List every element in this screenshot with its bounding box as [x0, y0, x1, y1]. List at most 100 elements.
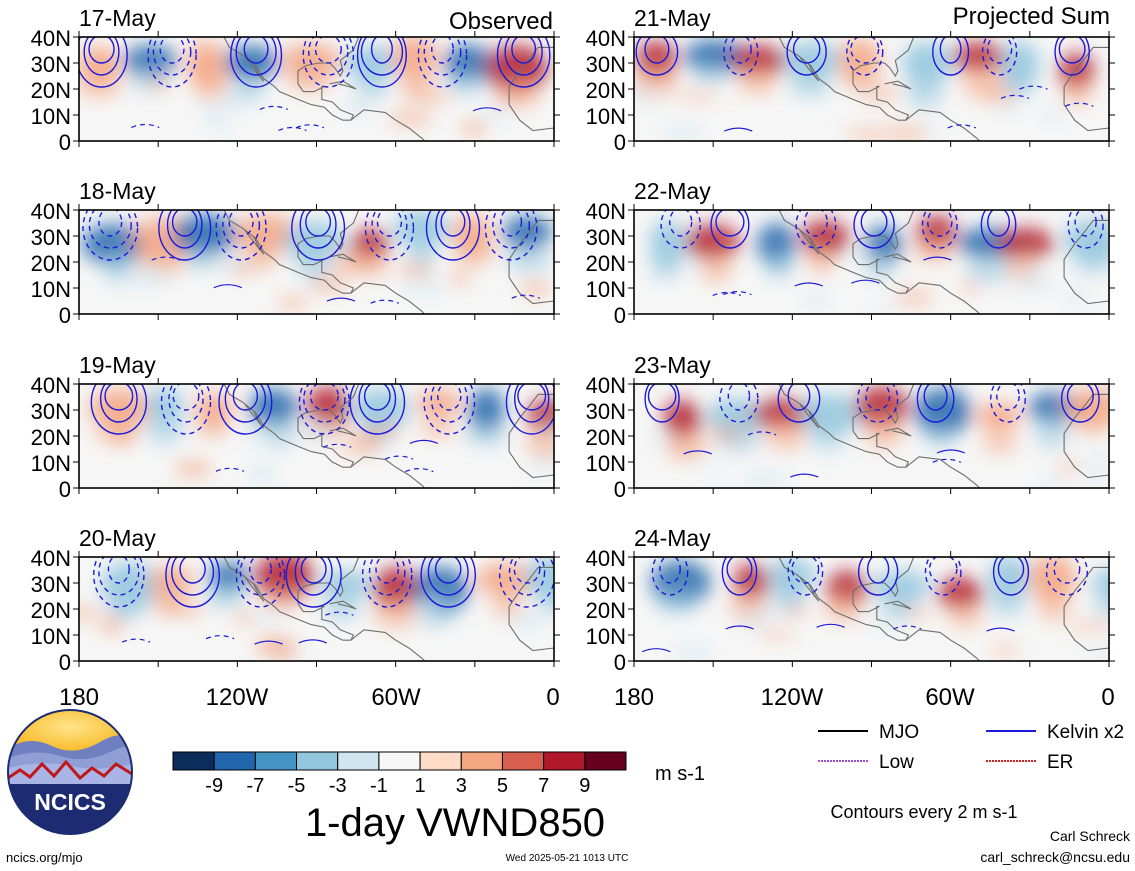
axis-ticks — [628, 31, 1115, 147]
footer-timestamp: Wed 2025-05-21 1013 UTC — [506, 853, 629, 864]
panel-date: 20-May — [79, 525, 156, 551]
footer-email: carl_schreck@ncsu.edu — [980, 849, 1130, 865]
lat-label-0: 0 — [59, 477, 71, 502]
coastlines — [778, 37, 1109, 141]
colorbar-tick-label: -5 — [288, 775, 306, 797]
lat-label-30n: 30N — [31, 52, 71, 77]
coastlines — [223, 557, 554, 661]
colorbar-box — [501, 751, 545, 771]
colorbar-unit: m s-1 — [655, 763, 705, 785]
panel-date: 22-May — [634, 178, 711, 204]
legend-item-kelvin: Kelvin x2 — [986, 722, 1124, 743]
lat-label-0: 0 — [59, 650, 71, 675]
lat-label-20n: 20N — [586, 425, 626, 450]
lat-label-10n: 10N — [586, 624, 626, 649]
lat-label-30n: 30N — [586, 572, 626, 597]
observed-panels: 40N30N20N10N017-May40N30N20N10N018-May40… — [31, 5, 560, 675]
logo-text: NCICS — [34, 789, 106, 815]
lat-label-0: 0 — [614, 477, 626, 502]
axis-ticks — [73, 204, 560, 320]
colorbar-tick-label: -9 — [205, 775, 223, 797]
kelvin-contours — [644, 384, 1100, 478]
colorbar-box — [378, 751, 421, 771]
projected-panels: 40N30N20N10N021-May40N30N20N10N022-May40… — [586, 5, 1115, 675]
colorbar-tick-label: 5 — [497, 775, 508, 797]
kelvin-contours — [660, 210, 1104, 297]
colorbar-tick-label: -3 — [329, 775, 347, 797]
lon-label-0-left: 0 — [546, 684, 559, 711]
panel-date: 21-May — [634, 5, 711, 31]
colorbar-box — [419, 751, 462, 771]
lon-label-180-right: 180 — [614, 684, 654, 711]
colorbar: -9 -7 -5 -3 -1 1 3 5 7 9 — [172, 751, 627, 797]
wind-anomaly-shading — [650, 557, 1109, 661]
colorbar-box — [460, 751, 503, 771]
legend-item-mjo: MJO — [818, 722, 919, 743]
contour-note: Contours every 2 m s-1 — [830, 802, 1017, 822]
axis-ticks — [628, 378, 1115, 494]
legend-item-er: ER — [986, 752, 1073, 773]
lat-label-30n: 30N — [31, 572, 71, 597]
panel-date: 24-May — [634, 525, 711, 551]
lon-label-60w-left: 60W — [371, 684, 421, 711]
legend-label-er: ER — [1047, 752, 1073, 773]
lon-label-120w-left: 120W — [206, 684, 269, 711]
kelvin-contours — [642, 557, 1088, 653]
legend-item-low: Low — [818, 752, 914, 773]
lat-label-40n: 40N — [586, 373, 626, 398]
lat-label-40n: 40N — [586, 546, 626, 571]
lat-label-0: 0 — [614, 650, 626, 675]
colorbar-tick-label: -7 — [246, 775, 264, 797]
lat-label-30n: 30N — [586, 399, 626, 424]
figure-title: 1-day VWND850 — [305, 801, 605, 845]
lon-label-120w-right: 120W — [761, 684, 824, 711]
colorbar-box — [337, 751, 380, 771]
longitude-labels-observed: 180 120W 60W 0 — [59, 684, 560, 711]
lat-label-0: 0 — [614, 303, 626, 328]
axis-ticks — [73, 551, 560, 667]
footer-author: Carl Schreck — [1050, 828, 1131, 844]
lat-label-30n: 30N — [586, 225, 626, 250]
projected-heading: Projected Sum — [953, 3, 1110, 30]
lat-label-40n: 40N — [31, 546, 71, 571]
legend: MJO Kelvin x2 Low ER Contours every 2 m … — [818, 722, 1124, 822]
lat-label-0: 0 — [614, 130, 626, 155]
lat-label-20n: 20N — [31, 78, 71, 103]
longitude-labels-projected: 180 120W 60W 0 — [614, 684, 1115, 711]
lat-label-40n: 40N — [586, 26, 626, 51]
lat-label-30n: 30N — [31, 225, 71, 250]
lon-label-60w-right: 60W — [925, 684, 975, 711]
wind-anomaly-shading — [79, 557, 554, 660]
kelvin-contours — [79, 37, 551, 132]
kelvin-contours — [82, 210, 540, 304]
legend-label-mjo: MJO — [879, 722, 919, 743]
lat-label-10n: 10N — [31, 277, 71, 302]
colorbar-box — [254, 751, 298, 771]
lon-label-0-right: 0 — [1101, 684, 1114, 711]
colorbar-tick-label: 7 — [538, 775, 549, 797]
colorbar-tick-label: 1 — [415, 775, 426, 797]
lat-label-40n: 40N — [31, 373, 71, 398]
lat-label-10n: 10N — [586, 277, 626, 302]
lat-label-40n: 40N — [31, 26, 71, 51]
colorbar-box — [584, 751, 627, 771]
colorbar-tick-label: -1 — [370, 775, 388, 797]
panel-date: 19-May — [79, 352, 156, 378]
colorbar-tick-label: 3 — [456, 775, 467, 797]
colorbar-box — [213, 751, 256, 771]
kelvin-contours — [90, 384, 554, 473]
coastlines — [778, 557, 1109, 661]
axis-ticks — [73, 31, 560, 147]
lat-label-0: 0 — [59, 303, 71, 328]
ncics-logo: NCICS — [7, 709, 133, 835]
footer-url: ncics.org/mjo — [6, 850, 83, 865]
lat-label-20n: 20N — [31, 425, 71, 450]
lat-label-20n: 20N — [586, 251, 626, 276]
panel-date: 17-May — [79, 5, 156, 31]
